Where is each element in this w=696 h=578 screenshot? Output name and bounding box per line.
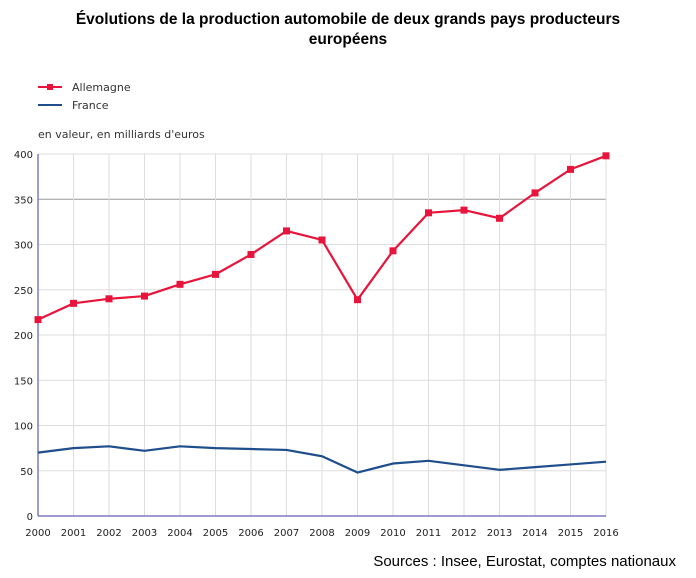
data-point-allemagne [425,209,432,217]
x-tick-label: 2015 [558,528,583,539]
legend-marker-allemagne [47,84,53,90]
x-tick-label: 2014 [522,528,547,539]
data-point-allemagne [283,227,290,235]
y-tick-label: 300 [14,241,33,252]
sources-note: Sources : Insee, Eurostat, comptes natio… [373,553,676,570]
data-point-allemagne [602,152,610,160]
data-point-allemagne [318,236,326,244]
x-tick-label: 2001 [61,528,86,539]
x-tick-label: 2006 [238,528,263,539]
data-point-allemagne [531,189,539,197]
chart-title: Évolutions de la production automobile d… [0,10,696,50]
y-tick-label: 400 [14,150,33,161]
legend-label-allemagne: Allemagne [72,81,131,94]
data-point-allemagne [105,295,113,303]
x-tick-label: 2010 [380,528,405,539]
data-point-allemagne [70,299,77,307]
x-tick-label: 2012 [451,528,476,539]
x-tick-label: 2000 [25,528,50,539]
x-tick-label: 2011 [416,528,441,539]
data-point-allemagne [34,316,42,324]
chart-title-line-2: européens [308,31,388,48]
y-axis-label: en valeur, en milliards d'euros [38,128,205,141]
data-point-allemagne [567,165,574,173]
series-line-france [37,445,607,474]
x-tick-label: 2004 [167,528,192,539]
x-tick-label: 2016 [593,528,618,539]
data-point-allemagne [176,280,184,288]
data-point-allemagne [141,292,148,300]
y-tick-label: 50 [20,467,33,478]
y-tick-label: 200 [14,331,33,342]
data-point-allemagne [354,296,361,304]
legend-label-france: France [72,99,109,112]
x-tick-label: 2002 [96,528,121,539]
y-tick-label: 350 [14,195,33,206]
data-point-allemagne [496,214,503,222]
x-tick-label: 2007 [274,528,299,539]
x-tick-label: 2013 [487,528,512,539]
y-tick-label: 250 [14,286,33,297]
legend: Allemagne France [38,81,131,112]
y-tick-label: 100 [14,422,33,433]
x-tick-label: 2003 [132,528,157,539]
y-tick-label: 150 [14,376,33,387]
data-point-allemagne [460,206,468,214]
data-point-allemagne [389,247,397,255]
y-tick-label: 0 [27,512,33,523]
data-point-allemagne [212,270,219,278]
chart-title-line-1: Évolutions de la production automobile d… [75,11,621,28]
data-point-allemagne [247,250,255,258]
x-tick-label: 2008 [309,528,334,539]
x-tick-label: 2005 [203,528,228,539]
x-tick-label: 2009 [345,528,370,539]
